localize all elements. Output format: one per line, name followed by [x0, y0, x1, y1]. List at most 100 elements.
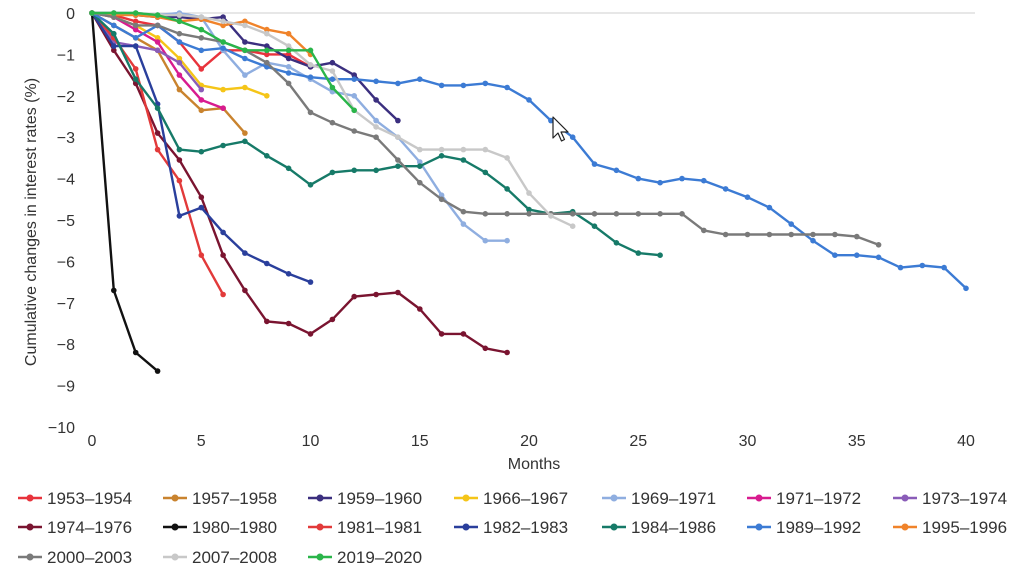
- series-1989–1992: [89, 10, 969, 292]
- data-point: [438, 331, 445, 337]
- data-point: [307, 182, 314, 188]
- data-point: [548, 213, 554, 219]
- data-point: [285, 165, 292, 172]
- x-tick-label: 35: [848, 433, 866, 450]
- data-point: [154, 39, 161, 45]
- data-point: [854, 252, 860, 258]
- data-point: [220, 22, 226, 29]
- legend-item: 1957–1958: [163, 489, 277, 508]
- data-point: [176, 72, 183, 78]
- data-point: [569, 223, 576, 229]
- data-point: [176, 18, 183, 25]
- data-point: [242, 130, 248, 136]
- x-tick-label: 0: [88, 433, 97, 450]
- legend-label: 2007–2008: [192, 548, 277, 567]
- data-point: [132, 26, 139, 33]
- data-point: [285, 80, 292, 87]
- data-point: [482, 80, 489, 87]
- y-tick-label: −7: [57, 296, 75, 313]
- data-point: [373, 134, 379, 140]
- data-point: [613, 167, 620, 174]
- data-point: [941, 264, 947, 271]
- data-point: [220, 291, 226, 298]
- data-point: [89, 10, 95, 16]
- data-point: [438, 82, 445, 89]
- data-point: [351, 293, 358, 300]
- data-point: [329, 68, 336, 74]
- legend-swatch-marker: [171, 553, 179, 561]
- y-tick-label: −8: [57, 337, 75, 354]
- data-point: [679, 175, 685, 182]
- legend-item: 1982–1983: [454, 518, 568, 537]
- legend-label: 1953–1954: [47, 489, 132, 508]
- data-point: [329, 84, 336, 91]
- data-point: [285, 271, 292, 277]
- data-point: [417, 76, 423, 82]
- data-point: [591, 211, 598, 217]
- series-line: [90, 11, 159, 373]
- data-point: [198, 97, 205, 103]
- data-point: [351, 107, 358, 114]
- data-point: [220, 86, 226, 93]
- data-point: [176, 146, 183, 153]
- legend-swatch-marker: [901, 523, 909, 531]
- x-axis-label: Months: [508, 456, 560, 473]
- data-point: [198, 14, 205, 20]
- data-point: [264, 43, 270, 49]
- data-point: [701, 227, 707, 234]
- series-line: [90, 11, 662, 257]
- data-point: [307, 74, 314, 80]
- data-point: [111, 10, 117, 16]
- legend-item: 1974–1976: [18, 518, 132, 537]
- data-point: [744, 194, 751, 200]
- data-point: [154, 130, 161, 136]
- legend-item: 2000–2003: [18, 548, 132, 567]
- data-point: [351, 93, 358, 99]
- data-point: [613, 240, 620, 246]
- legend-swatch-marker: [755, 494, 763, 502]
- legend-item: 2019–2020: [308, 548, 422, 567]
- legend-label: 1989–1992: [776, 518, 861, 537]
- legend-item: 1969–1971: [602, 489, 716, 508]
- data-point: [198, 204, 205, 211]
- data-point: [198, 35, 205, 41]
- data-point: [307, 47, 314, 54]
- data-point: [395, 289, 401, 296]
- data-point: [220, 252, 226, 258]
- data-point: [482, 211, 489, 217]
- data-point: [526, 211, 532, 217]
- series-line: [90, 11, 968, 290]
- data-point: [154, 35, 161, 41]
- x-tick-label: 30: [739, 433, 757, 450]
- data-point: [373, 78, 379, 85]
- data-point: [132, 349, 139, 356]
- data-point: [744, 231, 751, 238]
- legend-label: 1974–1976: [47, 518, 132, 537]
- data-point: [176, 39, 183, 45]
- data-point: [111, 43, 117, 49]
- data-point: [264, 47, 270, 54]
- data-point: [264, 318, 270, 325]
- data-point: [242, 138, 248, 145]
- legend-item: 1995–1996: [893, 518, 1007, 537]
- data-point: [264, 93, 270, 99]
- data-point: [569, 134, 576, 140]
- data-point: [307, 109, 314, 116]
- data-point: [111, 14, 117, 20]
- legend-item: 1959–1960: [308, 489, 422, 508]
- data-point: [264, 153, 270, 159]
- data-point: [198, 86, 205, 93]
- y-tick-label: −2: [57, 89, 75, 106]
- data-point: [154, 12, 161, 18]
- legend-swatch-marker: [26, 553, 34, 561]
- data-point: [220, 105, 226, 111]
- data-point: [329, 76, 336, 82]
- data-point: [635, 211, 642, 217]
- data-point: [307, 331, 314, 337]
- data-point: [417, 159, 423, 165]
- data-point: [242, 18, 248, 25]
- x-tick-label: 10: [302, 433, 320, 450]
- legend-swatch-marker: [755, 523, 763, 531]
- legend-item: 2007–2008: [163, 548, 277, 567]
- data-point: [176, 55, 183, 62]
